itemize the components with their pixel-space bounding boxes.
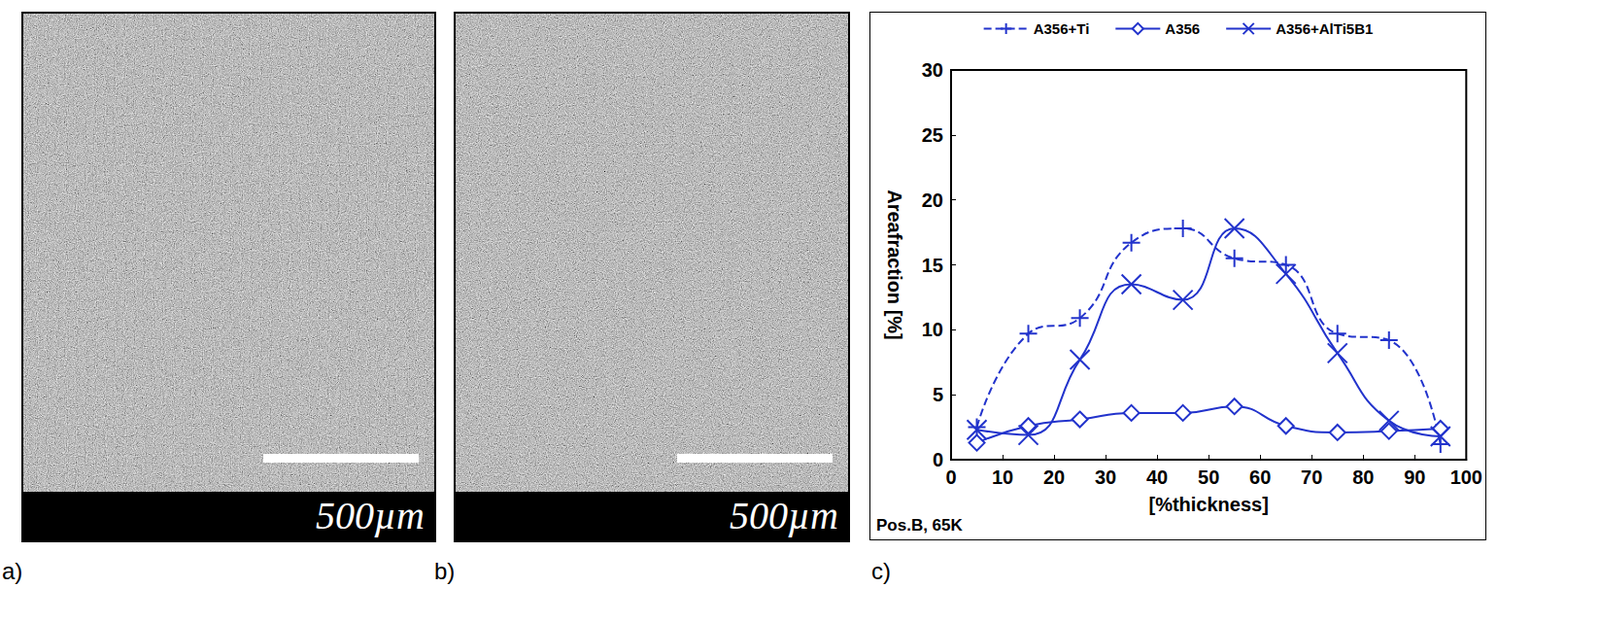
html-text:c): c) [871,557,891,584]
svg-text:90: 90 [1403,466,1426,488]
svg-text:5: 5 [932,383,944,406]
svg-text:A356+Ti: A356+Ti [1033,20,1090,37]
html-text:b): b) [434,557,455,584]
svg-text:50: 50 [1197,466,1220,488]
html-text:500µm: 500µm [729,493,839,538]
svg-text:70: 70 [1300,466,1323,488]
svg-text:10: 10 [921,318,944,341]
svg-text:25: 25 [921,124,944,146]
svg-text:0: 0 [945,466,956,488]
svg-text:30: 30 [921,59,944,81]
svg-text:30: 30 [1094,466,1117,488]
svg-text:A356: A356 [1164,20,1200,37]
svg-text:20: 20 [921,189,944,211]
svg-text:0: 0 [932,448,944,471]
svg-text:10: 10 [991,466,1014,488]
svg-text:[%thickness]: [%thickness] [1148,493,1268,515]
svg-text:Pos.B, 65K: Pos.B, 65K [876,515,964,535]
svg-text:40: 40 [1146,466,1168,488]
svg-text:15: 15 [921,254,944,276]
svg-text:80: 80 [1352,466,1374,488]
svg-text:60: 60 [1249,466,1271,488]
html-text:a): a) [1,557,23,584]
html-text:500µm: 500µm [315,493,425,538]
svg-text:Areafraction [%]: Areafraction [%] [884,189,906,340]
svg-text:A356+AlTi5B1: A356+AlTi5B1 [1275,20,1373,37]
svg-text:100: 100 [1450,466,1483,488]
svg-text:20: 20 [1043,466,1065,488]
